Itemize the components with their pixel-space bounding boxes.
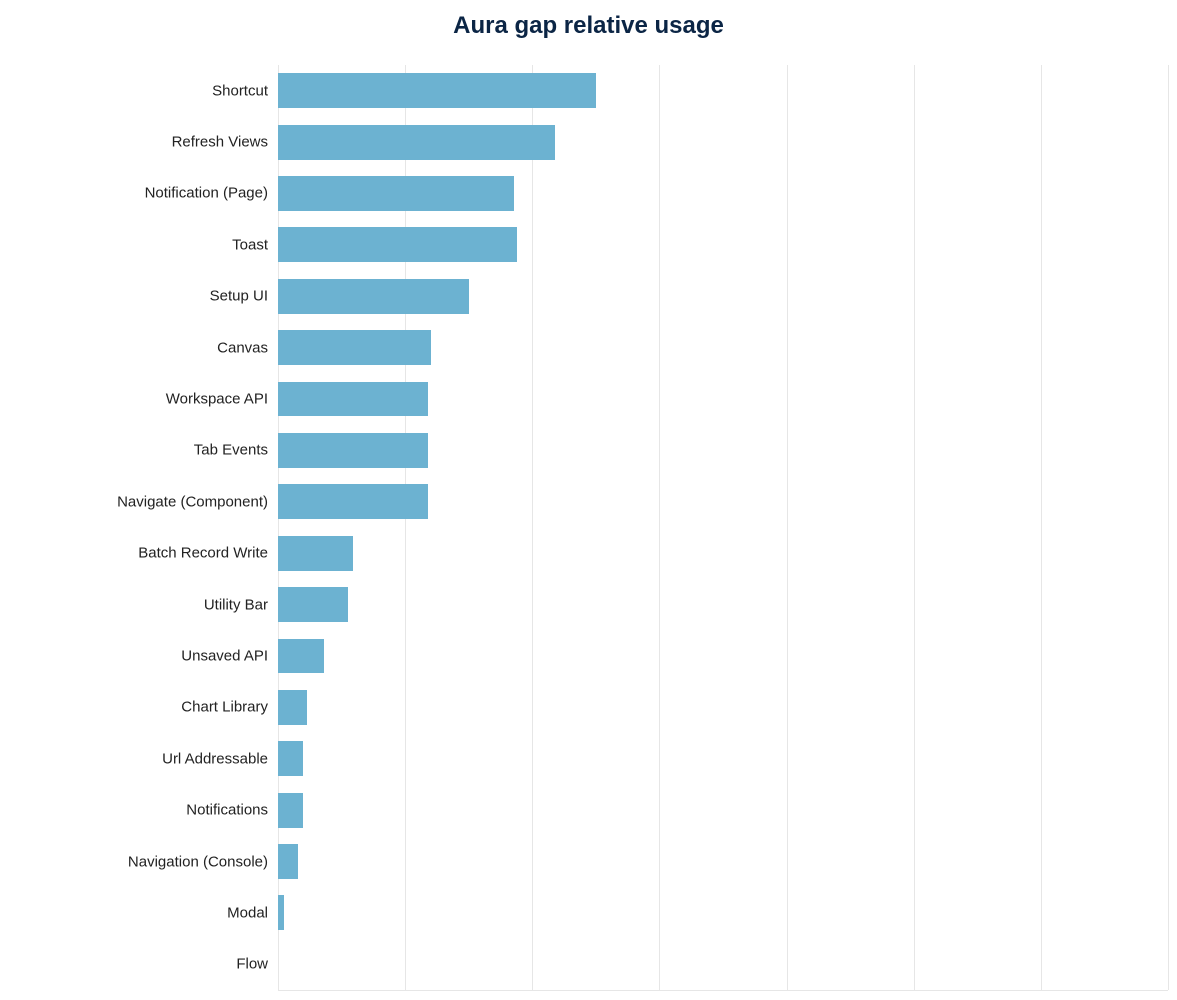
bar-row: Chart Library [278,690,1168,725]
bar-row: Navigate (Component) [278,484,1168,519]
bar [278,227,517,262]
bar-label: Notification (Page) [145,185,278,202]
bar-label: Chart Library [181,699,278,716]
bar-row: Flow [278,947,1168,982]
bar-row: Url Addressable [278,741,1168,776]
bar [278,690,307,725]
bar-label: Shortcut [212,82,278,99]
x-axis-line [278,990,1168,991]
bar-row: Modal [278,895,1168,930]
bar [278,382,428,417]
gridline [1168,65,1169,990]
bar-label: Flow [236,956,278,973]
bar-row: Refresh Views [278,125,1168,160]
bar-row: Batch Record Write [278,536,1168,571]
bar-row: Toast [278,227,1168,262]
bar-row: Shortcut [278,73,1168,108]
bar-row: Unsaved API [278,639,1168,674]
bar [278,639,324,674]
bar [278,433,428,468]
bar [278,793,303,828]
bar-label: Refresh Views [172,134,278,151]
bar [278,844,298,879]
chart-title: Aura gap relative usage [0,0,1177,46]
bar-row: Workspace API [278,382,1168,417]
bar [278,176,514,211]
plot-area: Shortcut Refresh Views Notification (Page)… [278,65,1168,990]
bar [278,895,284,930]
bar-label: Toast [232,236,278,253]
bar-label: Batch Record Write [138,545,278,562]
bar [278,73,596,108]
bar [278,587,348,622]
bar-label: Modal [227,904,278,921]
bar-row: Utility Bar [278,587,1168,622]
bar-label: Canvas [217,339,278,356]
bar-row: Notification (Page) [278,176,1168,211]
bar-label: Unsaved API [181,647,278,664]
bar-row: Notifications [278,793,1168,828]
bar-label: Utility Bar [204,596,278,613]
bar [278,741,303,776]
bar-label: Url Addressable [162,750,278,767]
bar-label: Navigation (Console) [128,853,278,870]
bar-label: Workspace API [166,391,278,408]
bar [278,484,428,519]
bar-row: Setup UI [278,279,1168,314]
bar-row: Canvas [278,330,1168,365]
bar-label: Setup UI [210,288,278,305]
chart-container: Aura gap relative usage Shortcut Refresh … [0,0,1177,1000]
bar-row: Tab Events [278,433,1168,468]
bar-row: Navigation (Console) [278,844,1168,879]
bar-label: Navigate (Component) [117,493,278,510]
bar [278,536,353,571]
bar [278,125,555,160]
bar-label: Notifications [186,802,278,819]
bar [278,330,431,365]
bar-label: Tab Events [194,442,278,459]
bar [278,279,469,314]
